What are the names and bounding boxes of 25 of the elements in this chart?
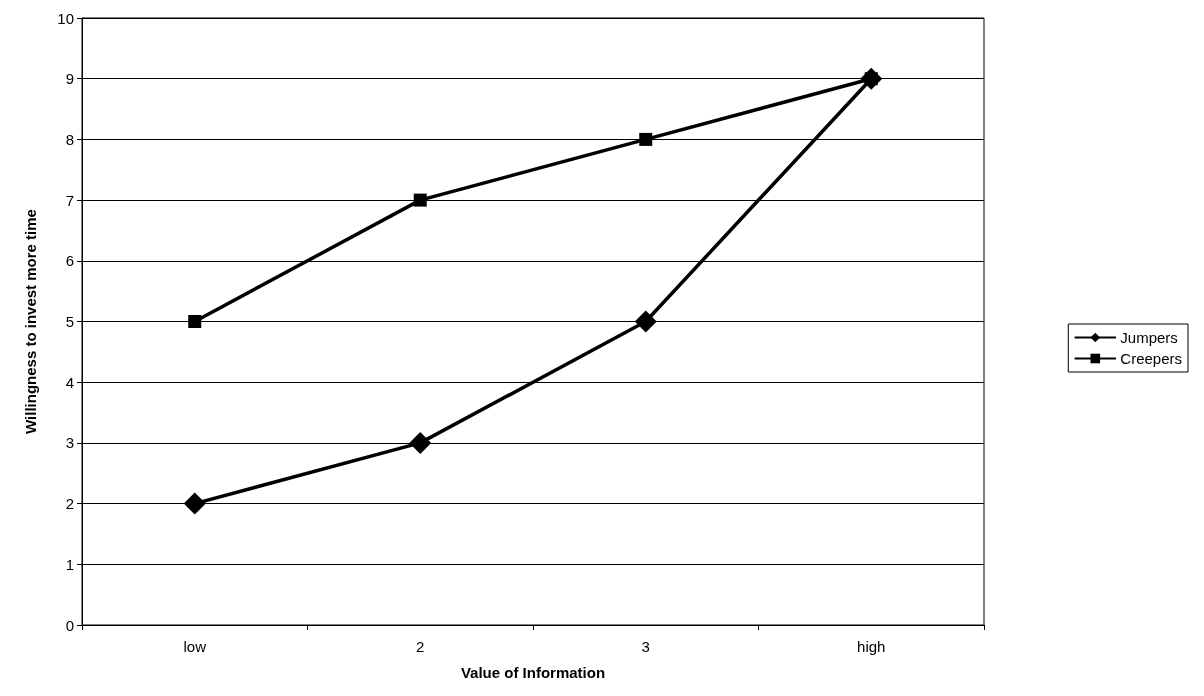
point: [183, 492, 206, 515]
y-tick-label: 1: [65, 555, 74, 573]
x-tick-label: 3: [641, 638, 650, 655]
y-tick-label: 8: [65, 130, 74, 148]
point: [413, 193, 427, 207]
y-tick-label: 5: [65, 313, 74, 330]
y-tick-label: 10: [57, 9, 74, 27]
y-axis-title: Willingness to invest more time: [22, 209, 39, 434]
x-tick-label: low: [183, 638, 207, 655]
y-tick-label: 3: [65, 434, 74, 452]
y-tick-label: 6: [65, 252, 74, 270]
y-tick-label: 0: [65, 616, 74, 634]
x-tick-label: 2: [416, 638, 425, 655]
y-tick-label: 2: [65, 495, 74, 513]
x-axis-title: Value of Information: [460, 664, 606, 681]
legend-label: Creepers: [1120, 350, 1183, 367]
x-tick-label: high: [857, 638, 886, 655]
point: [634, 310, 657, 333]
legend-label: Jumpers: [1120, 329, 1178, 346]
point: [639, 132, 653, 146]
point: [188, 315, 202, 328]
y-tick-label: 4: [65, 373, 74, 391]
y-tick-label: 9: [65, 70, 74, 88]
y-tick-label: 7: [65, 191, 74, 209]
point: [409, 431, 432, 454]
